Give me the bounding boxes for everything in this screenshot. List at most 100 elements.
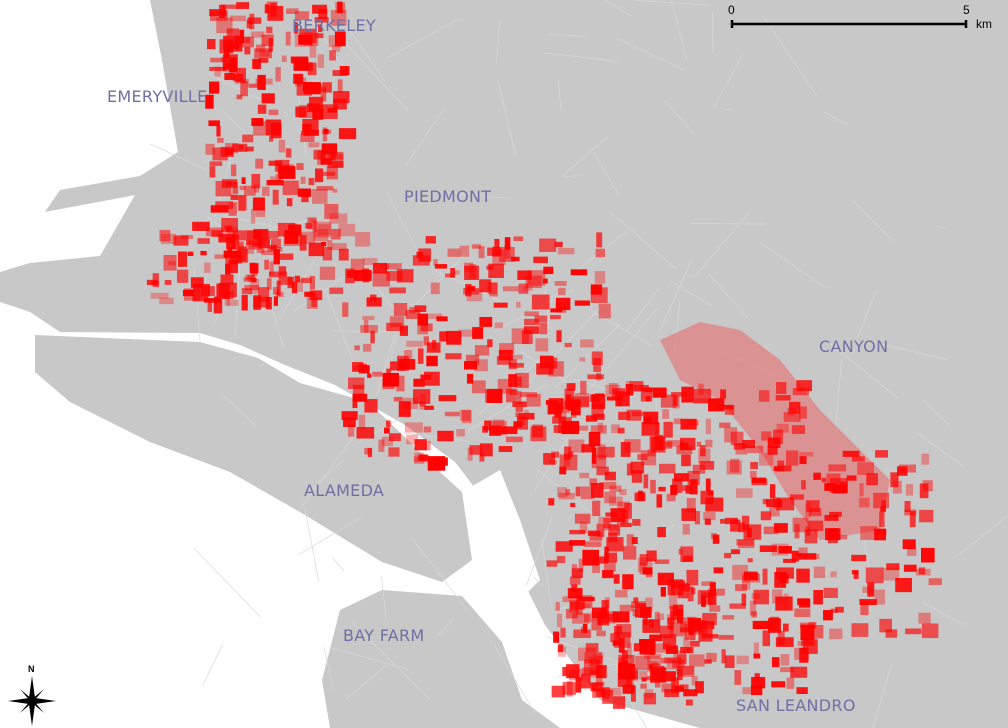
highlighted-block — [724, 655, 735, 669]
highlighted-block — [709, 582, 716, 594]
highlighted-block — [649, 634, 663, 642]
highlighted-block — [658, 486, 666, 492]
highlighted-block — [591, 447, 597, 464]
highlighted-block — [647, 655, 660, 672]
highlighted-block — [549, 460, 557, 465]
highlighted-block — [183, 288, 200, 301]
highlighted-block — [562, 666, 567, 677]
highlighted-block — [737, 539, 755, 549]
highlighted-block — [796, 380, 813, 392]
highlighted-block — [823, 587, 838, 598]
highlighted-block — [643, 416, 652, 425]
highlighted-block — [735, 444, 748, 455]
highlighted-block — [632, 609, 638, 617]
highlighted-block — [347, 424, 355, 437]
highlighted-block — [300, 176, 306, 184]
highlighted-block — [471, 244, 481, 249]
highlighted-block — [268, 38, 273, 52]
highlighted-block — [771, 681, 786, 688]
highlighted-block — [228, 261, 238, 273]
scale-unit: km — [976, 17, 992, 31]
highlighted-block — [543, 266, 554, 275]
highlighted-block — [532, 424, 544, 438]
highlighted-block — [654, 611, 660, 621]
highlighted-block — [612, 388, 626, 397]
highlighted-block — [769, 484, 776, 499]
highlighted-block — [659, 575, 664, 581]
highlighted-block — [274, 159, 290, 172]
highlighted-block — [618, 411, 631, 420]
highlighted-block — [388, 447, 400, 457]
highlighted-block — [545, 400, 557, 405]
highlighted-block — [266, 1, 278, 10]
highlighted-block — [738, 522, 745, 533]
highlighted-block — [232, 186, 239, 194]
street — [410, 536, 469, 612]
scale-end: 5 — [963, 3, 970, 17]
highlighted-block — [219, 39, 234, 54]
highlighted-block — [746, 527, 752, 538]
highlighted-block — [762, 568, 768, 585]
highlighted-block — [553, 425, 565, 433]
street — [376, 334, 395, 396]
highlighted-block — [607, 687, 622, 696]
highlighted-block — [465, 354, 480, 366]
highlighted-block — [312, 189, 328, 204]
highlighted-block — [618, 657, 625, 664]
highlighted-block — [372, 371, 383, 377]
highlighted-block — [618, 662, 628, 672]
highlighted-block — [677, 668, 683, 681]
highlighted-block — [363, 343, 372, 352]
highlighted-block — [327, 107, 337, 113]
street — [234, 258, 241, 337]
highlighted-block — [631, 601, 646, 608]
highlighted-block — [237, 195, 248, 211]
highlighted-block — [268, 109, 279, 116]
highlighted-block — [584, 541, 602, 547]
highlighted-block — [790, 666, 808, 678]
highlighted-block — [479, 316, 493, 327]
highlighted-block — [747, 445, 764, 454]
highlighted-block — [555, 303, 567, 313]
highlighted-block — [413, 378, 425, 387]
highlighted-block — [851, 456, 865, 462]
highlighted-block — [730, 549, 741, 555]
highlighted-block — [494, 238, 500, 249]
highlighted-block — [241, 177, 246, 185]
highlighted-block — [698, 628, 713, 642]
highlighted-block — [707, 588, 725, 596]
highlighted-block — [597, 422, 604, 432]
highlighted-block — [616, 396, 623, 407]
highlighted-block — [275, 67, 281, 82]
highlighted-block — [295, 11, 310, 20]
highlighted-block — [736, 655, 749, 665]
highlighted-block — [706, 652, 717, 662]
highlighted-block — [255, 158, 263, 169]
highlighted-block — [504, 237, 511, 250]
highlighted-block — [177, 251, 188, 267]
highlighted-block — [534, 315, 548, 323]
highlighted-block — [424, 405, 434, 410]
highlighted-block — [489, 282, 498, 297]
highlighted-block — [216, 125, 221, 137]
highlighted-block — [898, 464, 916, 473]
place-label-emeryville: EMERYVILLE — [107, 87, 208, 106]
highlighted-block — [386, 270, 403, 281]
highlighted-block — [609, 496, 623, 506]
highlighted-block — [255, 208, 266, 218]
highlighted-block — [700, 445, 706, 457]
highlighted-block — [557, 487, 567, 498]
highlighted-block — [462, 410, 472, 424]
highlighted-block — [356, 427, 375, 439]
highlighted-block — [575, 608, 583, 615]
highlighted-block — [494, 322, 504, 329]
highlighted-block — [853, 570, 859, 579]
highlighted-block — [570, 269, 588, 276]
highlighted-block — [261, 34, 274, 47]
highlighted-block — [535, 338, 549, 352]
highlighted-block — [920, 547, 935, 563]
highlighted-block — [203, 298, 222, 303]
highlighted-block — [895, 577, 912, 593]
